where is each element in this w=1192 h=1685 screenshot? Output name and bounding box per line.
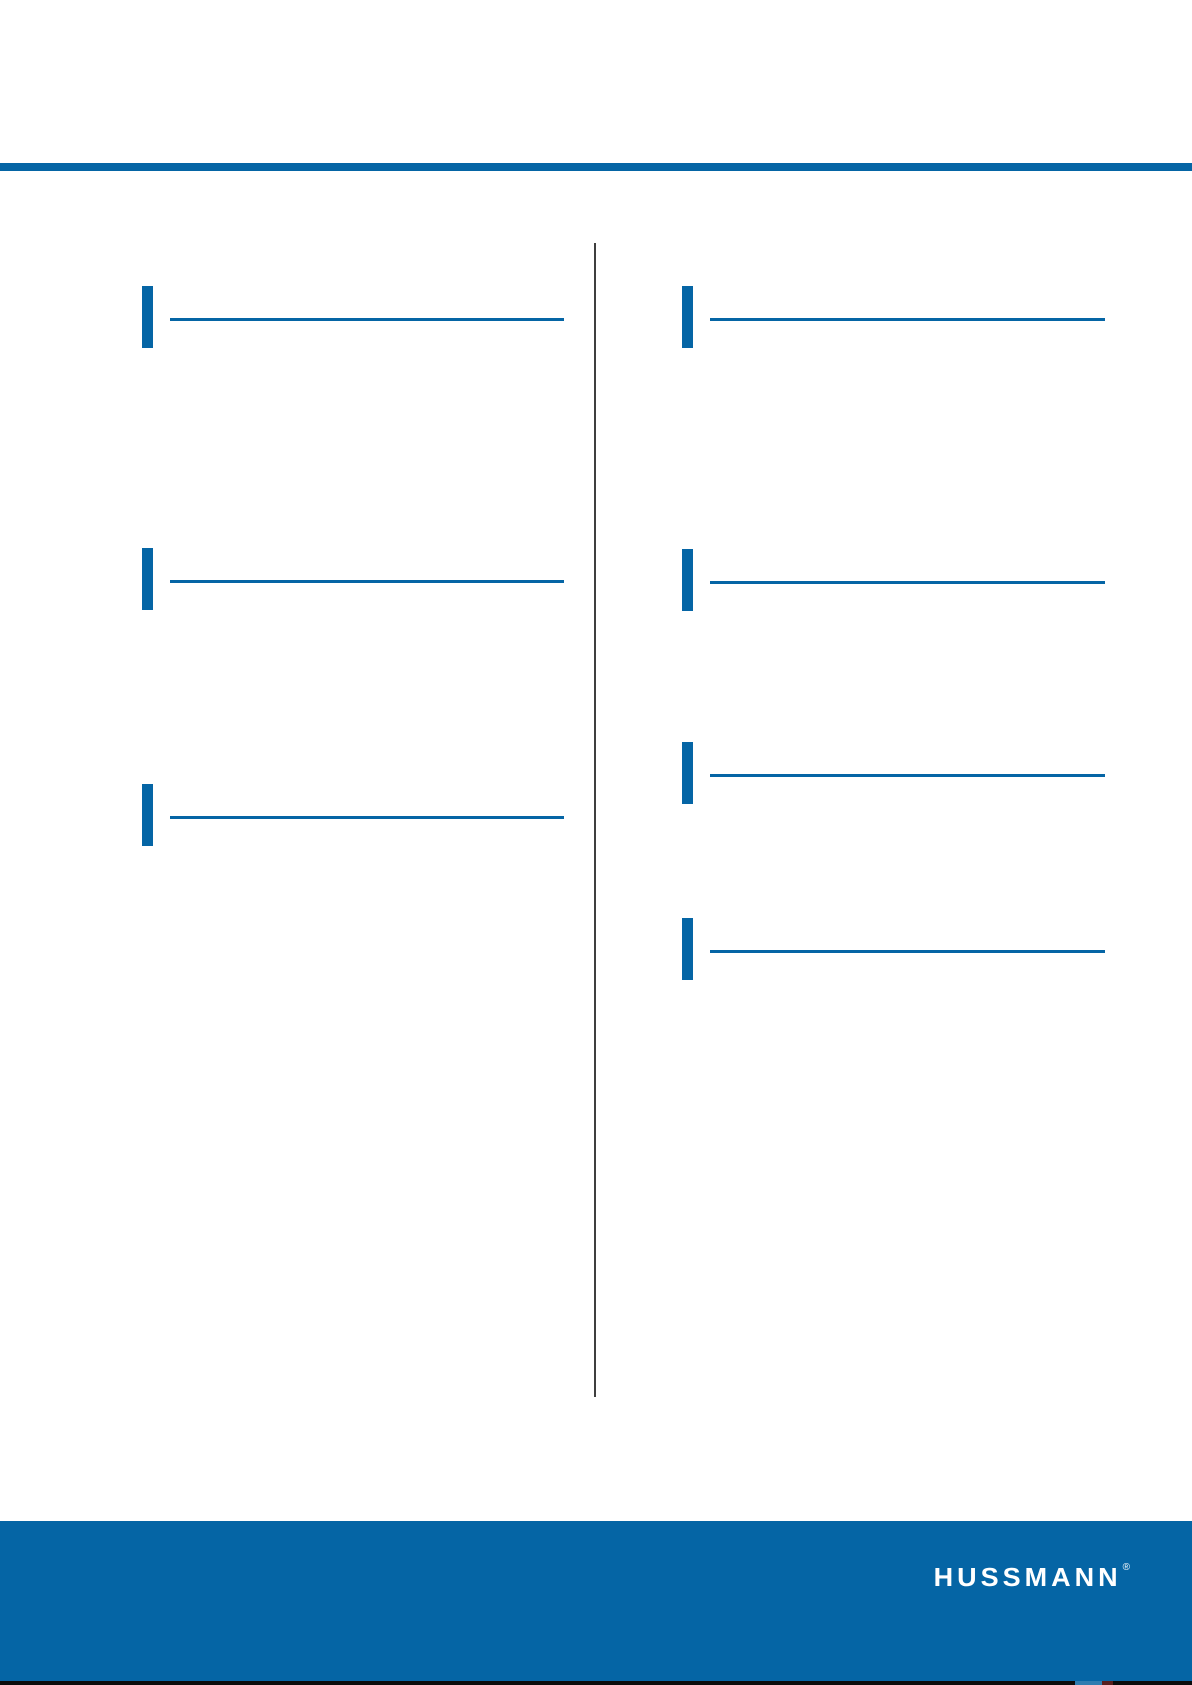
right-section-3-heading-bar [682, 742, 693, 804]
left-section-2-heading-bar [142, 548, 153, 610]
bottom-strip-blue-segment [1075, 1681, 1102, 1685]
right-section-3-heading-rule [710, 774, 1105, 777]
right-section-1-heading-rule [710, 318, 1105, 321]
right-section-2-heading-rule [710, 581, 1105, 584]
left-section-1-heading-bar [142, 286, 153, 348]
hussmann-logo: HUSSMANN ® [933, 1562, 1130, 1592]
hussmann-logo-text: HUSSMANN [933, 1563, 1122, 1592]
left-section-2-heading-rule [170, 580, 564, 583]
left-section-3-heading-rule [170, 816, 564, 819]
registered-trademark-symbol: ® [1122, 1562, 1130, 1573]
footer-band: HUSSMANN ® [0, 1521, 1192, 1681]
right-section-2-heading-bar [682, 549, 693, 611]
left-section-3-heading-bar [142, 784, 153, 846]
right-section-4-heading-bar [682, 918, 693, 980]
right-section-1-heading-bar [682, 286, 693, 348]
bottom-strip-maroon-segment [1102, 1681, 1113, 1685]
bottom-edge-strip [0, 1681, 1192, 1685]
column-divider-line [594, 243, 596, 1397]
top-accent-bar [0, 163, 1192, 171]
left-section-1-heading-rule [170, 318, 564, 321]
right-section-4-heading-rule [710, 950, 1105, 953]
